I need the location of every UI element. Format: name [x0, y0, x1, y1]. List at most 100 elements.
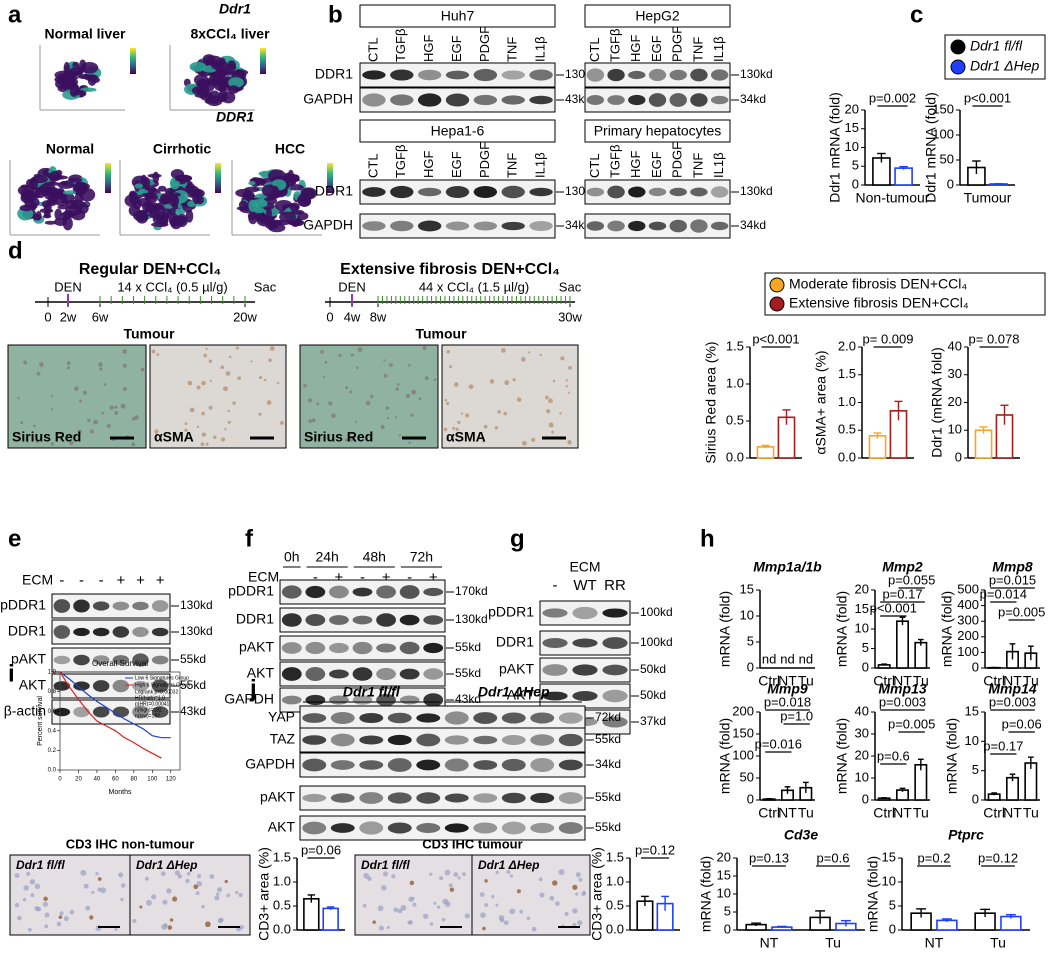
- blot-band: [73, 706, 90, 718]
- histology-texture: [69, 440, 74, 446]
- ihc-nucleus: [448, 883, 453, 888]
- umap-cell-cluster: [44, 220, 57, 225]
- blot-band: [417, 220, 442, 232]
- lane-label: -: [313, 569, 318, 586]
- blot-band: [281, 613, 302, 627]
- legend-box: [944, 34, 1046, 80]
- y-tick-label: 200: [732, 703, 754, 718]
- histology-texture: [235, 346, 239, 350]
- blot-band: [352, 641, 373, 655]
- histology-texture: [388, 363, 393, 367]
- blot-band: [53, 681, 71, 691]
- blot-band: [53, 707, 71, 717]
- lane-label: IL1β: [711, 36, 726, 62]
- histology-texture: [103, 383, 107, 386]
- blot-band: [112, 679, 130, 693]
- y-tick-label: 0: [724, 921, 731, 936]
- p-value: p=0.2: [918, 850, 951, 865]
- blot-band: [132, 681, 149, 691]
- p-value: p=0.055: [888, 572, 935, 587]
- histology-texture: [501, 348, 506, 353]
- histology-image: [441, 344, 579, 449]
- blot-band: [92, 601, 110, 611]
- y-axis-label: mRNA (fold): [698, 856, 714, 932]
- ihc-nucleus: [539, 892, 545, 898]
- bar: [756, 446, 775, 459]
- histology-texture: [114, 405, 118, 409]
- y-tick-label: 20: [948, 394, 962, 409]
- blot-band: [73, 681, 90, 691]
- blot-band: [501, 758, 526, 772]
- ihc-nucleus: [572, 922, 577, 927]
- ihc-nucleus: [453, 872, 459, 878]
- lane-label: -: [360, 569, 365, 586]
- ihc-nucleus: [491, 895, 495, 899]
- ihc-image: [471, 854, 591, 936]
- y-tick-label: 100: [732, 747, 754, 762]
- blot-band: [690, 68, 708, 82]
- bar: [894, 167, 913, 186]
- umap-cell-cluster: [199, 90, 213, 101]
- histology-texture: [481, 440, 485, 443]
- blot-band: [359, 792, 384, 804]
- kd-label: 130kd: [740, 184, 773, 198]
- x-tick-label: NT: [778, 805, 797, 821]
- p-value: p=0.016: [755, 736, 802, 751]
- histology-texture: [460, 412, 463, 415]
- timeline-tick-label: 4w: [344, 309, 361, 324]
- y-axis-label: Ddr1 mRNA (fold): [923, 92, 939, 202]
- y-tick-label: 10: [855, 620, 869, 635]
- ihc-nucleus: [205, 921, 211, 928]
- y-tick-label: 5: [852, 158, 859, 173]
- y-axis-label: mRNA (fold): [717, 591, 733, 667]
- blot-band: [399, 641, 420, 655]
- y-axis-label: mRNA (fold): [944, 718, 960, 794]
- kd-label: 130kd: [740, 67, 773, 81]
- blot-band: [473, 186, 498, 198]
- histology-texture: [512, 378, 516, 382]
- y-tick-label: 0.5: [273, 897, 291, 912]
- blot-row-label: GAPDH: [245, 756, 295, 772]
- histology-texture: [489, 379, 495, 384]
- y-tick-label: 100: [957, 644, 979, 659]
- lane-group: Ddr1 ΔHep: [478, 684, 550, 700]
- ihc-nucleus: [167, 925, 173, 930]
- y-tick-label: 10: [845, 139, 859, 154]
- y-tick-label: 40: [948, 338, 962, 353]
- y-tick-label: 10: [717, 885, 731, 900]
- histology-texture: [408, 363, 411, 367]
- blot-band: [302, 821, 327, 835]
- ihc-nucleus: [555, 901, 560, 906]
- stain-label: Sirius Red: [12, 429, 81, 445]
- umap-cell-cluster: [178, 210, 186, 215]
- blot-band: [602, 637, 628, 649]
- ihc-genotype: Ddr1 fl/fl: [16, 858, 65, 872]
- ihc-nucleus: [408, 920, 413, 925]
- umap-cell-cluster: [192, 190, 201, 205]
- blot-band: [387, 792, 412, 804]
- umap-cell-cluster: [34, 188, 46, 199]
- timeline-tick-label: 6w: [92, 309, 109, 324]
- blot-band: [602, 689, 628, 703]
- lane-label: EGF: [449, 35, 464, 62]
- blot-band: [352, 667, 373, 681]
- kd-label: 55kd: [595, 732, 621, 746]
- blot-band: [690, 93, 708, 107]
- lane-label: TNF: [505, 37, 520, 62]
- ihc-title: CD3 IHC non-tumour: [66, 836, 195, 851]
- blot-band: [302, 713, 327, 723]
- legend-label: Moderate fibrosis DEN+CCl₄: [789, 276, 967, 292]
- umap-cell-cluster: [225, 63, 237, 72]
- y-axis-label: mRNA (fold): [865, 856, 881, 932]
- ihc-nucleus: [185, 878, 190, 884]
- histology-texture: [51, 394, 54, 397]
- p-value: p=0.06: [301, 842, 341, 857]
- histology-texture: [548, 398, 553, 404]
- ihc-nucleus: [552, 880, 558, 886]
- histology-texture: [398, 434, 401, 437]
- y-tick-label: 1.0: [838, 394, 856, 409]
- blot-band: [423, 642, 444, 654]
- p-value: p=1.0: [780, 708, 813, 723]
- sac-label: Sac: [559, 279, 582, 294]
- umap-cell-cluster: [143, 177, 151, 191]
